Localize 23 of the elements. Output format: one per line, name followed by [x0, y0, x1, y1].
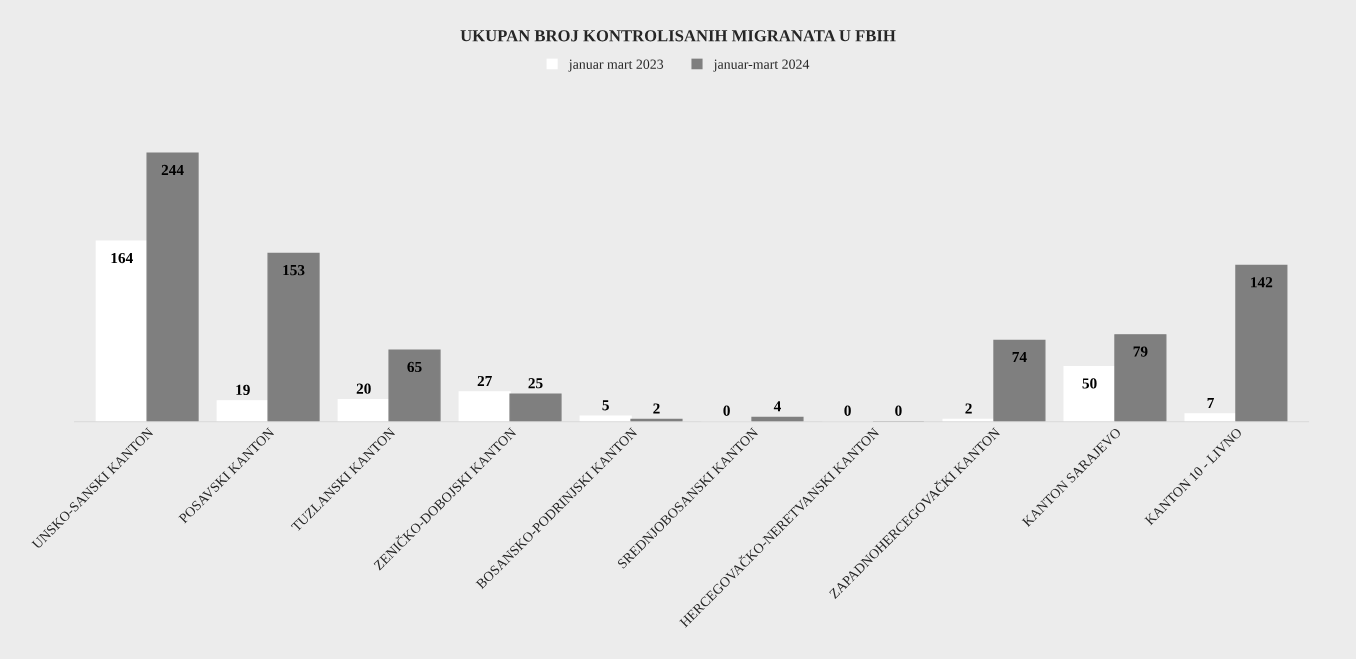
data-label: 0: [895, 405, 902, 416]
legend-label: januar-mart 2024: [713, 59, 810, 72]
data-label: 244: [161, 164, 184, 175]
data-label: 2: [965, 403, 972, 414]
data-label: 27: [477, 375, 492, 387]
data-label: 142: [1251, 277, 1273, 288]
data-label: 25: [528, 378, 543, 389]
data-label: 50: [1082, 378, 1097, 389]
data-label: 20: [356, 383, 371, 394]
data-label: 65: [407, 361, 422, 373]
data-label: 2: [653, 403, 660, 414]
data-label: 0: [723, 405, 730, 416]
data-label: 5: [602, 400, 609, 411]
data-label: 74: [1012, 351, 1027, 363]
chart-title: UKUPAN BROJ KONTROLISANIH MIGRANATA U FBIH: [460, 30, 896, 42]
data-label: 0: [844, 405, 851, 416]
data-label: 164: [111, 252, 133, 264]
data-label: 4: [773, 401, 781, 412]
data-label: 153: [283, 265, 305, 276]
data-label: 7: [1207, 398, 1214, 409]
data-label: 79: [1133, 346, 1148, 357]
data-label: 19: [236, 384, 250, 395]
legend-label: januar mart 2023: [568, 59, 664, 72]
